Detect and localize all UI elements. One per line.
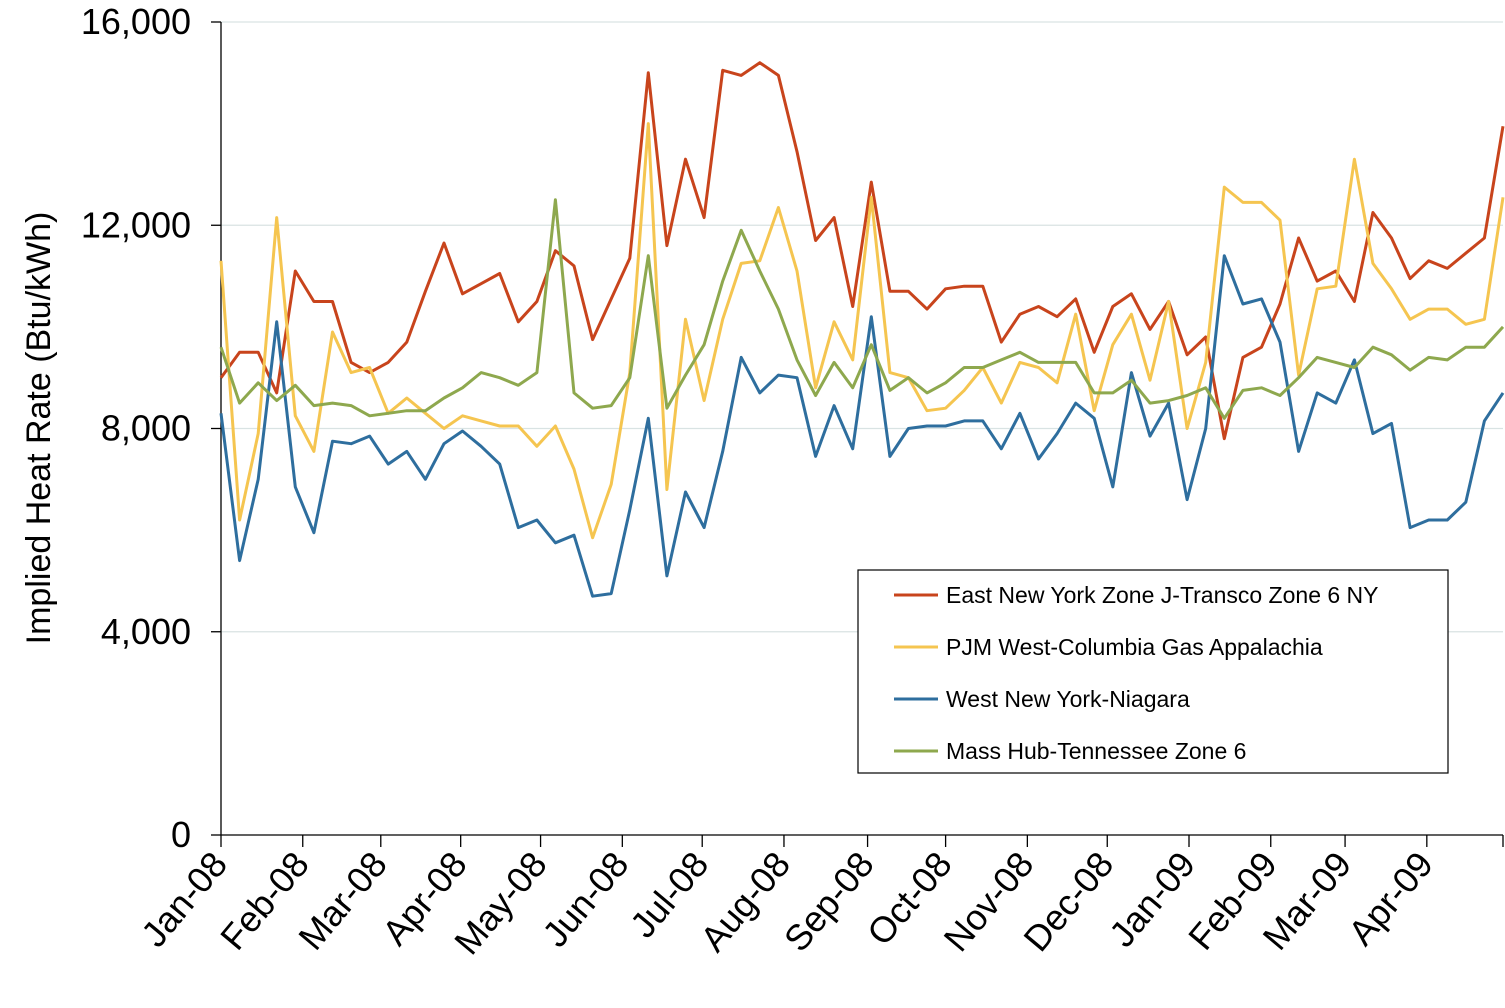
x-tick-label: Mar-08 — [290, 844, 395, 958]
series-line — [219, 254, 1505, 598]
x-tick-label: Aug-08 — [692, 844, 798, 959]
x-tick-label: Dec-08 — [1015, 844, 1121, 959]
series-line — [219, 61, 1505, 441]
series-line — [219, 198, 1505, 420]
legend-label: PJM West-Columbia Gas Appalachia — [946, 634, 1323, 660]
y-tick-label: 12,000 — [81, 204, 191, 245]
legend-box — [857, 569, 1449, 774]
legend: East New York Zone J-Transco Zone 6 NY PJ… — [857, 569, 1449, 774]
legend-label: Mass Hub-Tennessee Zone 6 — [946, 738, 1246, 764]
x-tick-label: Sep-08 — [776, 844, 882, 959]
series-line — [219, 122, 1505, 540]
legend-label: West New York-Niagara — [946, 686, 1190, 712]
y-tick-label: 16,000 — [81, 1, 191, 42]
x-tick-label: Jun-08 — [534, 844, 636, 955]
legend-label: East New York Zone J-Transco Zone 6 NY — [946, 582, 1379, 608]
y-tick-label: 0 — [171, 814, 191, 855]
y-tick-label: 4,000 — [101, 611, 191, 652]
y-axis-label: Implied Heat Rate (Btu/kWh) — [20, 212, 58, 645]
series-lines — [219, 61, 1505, 598]
y-tick-label: 8,000 — [101, 408, 191, 449]
x-tick-label: Apr-09 — [1340, 844, 1441, 953]
